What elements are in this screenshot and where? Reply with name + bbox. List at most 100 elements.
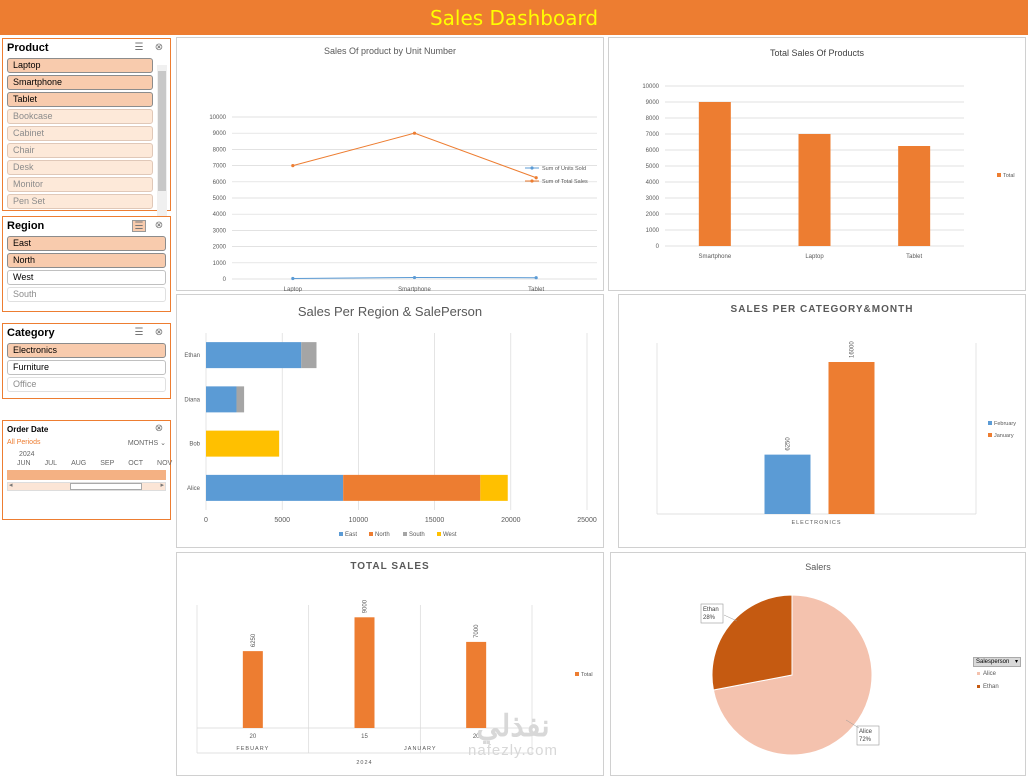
data-label-value: 72%	[859, 737, 872, 743]
timeline-month-oct[interactable]: OCT	[128, 460, 144, 467]
multi-select-icon[interactable]: ☰	[134, 41, 144, 53]
timeline-month-nov[interactable]: NOV	[157, 460, 173, 467]
units-chart-panel: Sales Of product by Unit Number 0 1000 200…	[176, 37, 604, 292]
products-bar-chart: 0 1000 2000 3000 4000 5000 6000 7000 8000 9000 100…	[642, 84, 1014, 260]
slicer-item-desk[interactable]: Desk	[7, 160, 153, 175]
slicer-item-furniture[interactable]: Furniture	[7, 360, 166, 375]
chart-title: Sales Of product by Unit Number	[323, 46, 457, 56]
y-tick-label: 1000	[646, 228, 660, 234]
watermark-latin: nafezly.com	[468, 742, 558, 759]
pie-slice	[712, 594, 873, 756]
legend-label: Total	[581, 672, 593, 678]
legend-marker	[530, 166, 534, 170]
chart-title: Total Sales Of Products	[769, 48, 865, 58]
legend-label: West	[443, 532, 457, 538]
slicer-title: Category	[7, 326, 55, 339]
period-label: All Periods	[7, 439, 41, 446]
data-point	[412, 131, 417, 135]
slicer-item-pen-set[interactable]: Pen Set	[7, 194, 153, 209]
slicer-item-cabinet[interactable]: Cabinet	[7, 126, 153, 141]
x-tick-label: 20	[473, 734, 480, 740]
y-tick-label: 10000	[209, 115, 226, 121]
slicer-item-north[interactable]: North	[7, 253, 166, 268]
y-tick-label: 9000	[646, 100, 660, 106]
y-tick-label: 6000	[213, 180, 227, 186]
scroll-thumb[interactable]	[158, 71, 166, 191]
slicer-header: Category ☰ ⊗	[3, 324, 170, 341]
y-tick-label: 10000	[642, 84, 659, 90]
data-label-box	[700, 603, 724, 624]
slicer-item-office[interactable]: Office	[7, 377, 166, 392]
timeline-bar[interactable]	[7, 470, 166, 480]
x-tick-label: 0	[204, 517, 208, 524]
slicer-item-west[interactable]: West	[7, 270, 166, 285]
scroll-left-icon[interactable]: ◂	[9, 482, 13, 489]
y-tick-label: 8000	[646, 116, 660, 122]
bar	[798, 134, 831, 246]
data-label-value: 28%	[703, 615, 716, 621]
bar-segment	[301, 342, 317, 369]
units-line-chart: 0 1000 2000 3000 4000 5000 6000 7000 8000 9000 100…	[209, 115, 597, 292]
x-tick-label: Laptop	[805, 254, 824, 260]
bar-segment	[206, 386, 237, 413]
slicer-item-monitor[interactable]: Monitor	[7, 177, 153, 192]
scroll-right-icon[interactable]: ▸	[160, 482, 164, 489]
data-label: 16000	[850, 341, 856, 358]
slicer-items: Electronics Furniture Office	[3, 343, 170, 392]
clear-filter-icon[interactable]: ⊗	[154, 219, 164, 231]
data-label: 9000	[363, 599, 369, 613]
timeline-month-jun[interactable]: JUN	[17, 460, 31, 467]
y-tick-label: 0	[223, 277, 227, 283]
time-level-dropdown[interactable]: MONTHS ⌄	[128, 439, 166, 447]
bar	[354, 617, 375, 728]
multi-select-icon[interactable]: ☰	[132, 219, 146, 232]
clear-filter-icon[interactable]: ⊗	[154, 423, 164, 434]
slicer-item-tablet[interactable]: Tablet	[7, 92, 153, 107]
year-label: 2024	[356, 760, 372, 766]
total-sales-panel: TOTAL SALES 6250 20 9000 15 7000 20 FEBUARY JAN…	[176, 552, 604, 776]
x-tick-label: Tablet	[528, 287, 544, 292]
slicer-items: Laptop Smartphone Tablet Bookcase Cabinet Cha…	[3, 58, 170, 209]
legend-swatch	[437, 532, 441, 536]
x-tick-label: Smartphone	[398, 287, 431, 292]
slicer-item-south[interactable]: South	[7, 287, 166, 302]
y-tick-label: 9000	[213, 131, 227, 137]
timeline-scrollbar[interactable]: ◂ ▸	[7, 482, 166, 491]
legend-swatch	[988, 433, 992, 437]
slicer-item-chair[interactable]: Chair	[7, 143, 153, 158]
slicer-item-bookcase[interactable]: Bookcase	[7, 109, 153, 124]
slicer-item-electronics[interactable]: Electronics	[7, 343, 166, 358]
x-tick-label: 25000	[577, 517, 597, 524]
y-tick-label: 4000	[646, 180, 660, 186]
bar-segment	[206, 474, 344, 501]
slicer-scrollbar[interactable]	[157, 65, 167, 245]
slicer-item-east[interactable]: East	[7, 236, 166, 251]
x-tick-label: 15000	[425, 517, 445, 524]
timeline-month-sep[interactable]: SEP	[100, 460, 115, 467]
y-tick-label: 5000	[646, 164, 660, 170]
y-tick-label: 2000	[646, 212, 660, 218]
clear-filter-icon[interactable]: ⊗	[154, 41, 164, 53]
slicer-item-laptop[interactable]: Laptop	[7, 58, 153, 73]
legend-label: East	[345, 532, 357, 538]
x-tick-label: Tablet	[906, 254, 922, 260]
multi-select-icon[interactable]: ☰	[134, 326, 144, 338]
bar-segment	[206, 430, 280, 457]
salesperson-field-button[interactable]: Salesperson ▾	[973, 657, 1021, 667]
data-point	[291, 276, 295, 281]
y-tick-label: Diana	[184, 397, 200, 403]
y-tick-label: Alice	[187, 486, 201, 492]
timeline-scroll-thumb[interactable]	[70, 483, 142, 490]
y-tick-label: 7000	[213, 164, 227, 170]
slicer-item-smartphone[interactable]: Smartphone	[7, 75, 153, 90]
clear-filter-icon[interactable]: ⊗	[154, 326, 164, 338]
total-sales-bar-chart: 6250 20 9000 15 7000 20 FEBUARY JANUARY 2024 Tota…	[196, 599, 593, 766]
series-line	[292, 132, 537, 179]
slicer-title: Region	[7, 219, 45, 232]
leader-line	[723, 614, 738, 622]
y-tick-label: Bob	[189, 442, 200, 448]
timeline-month-jul[interactable]: JUL	[44, 460, 58, 467]
group-label: FEBUARY	[236, 746, 269, 752]
dropdown-arrow-icon: ▾	[1014, 659, 1018, 665]
timeline-month-aug[interactable]: AUG	[71, 460, 87, 467]
